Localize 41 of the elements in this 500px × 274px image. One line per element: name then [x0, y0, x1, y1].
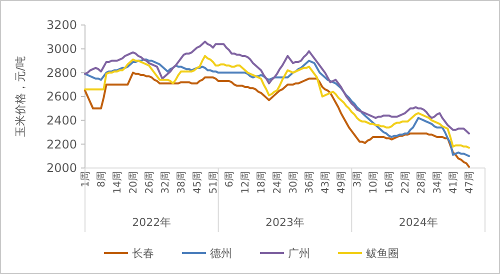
legend-label: 鲅鱼圈 — [366, 246, 399, 260]
legend-label: 德州 — [210, 246, 232, 260]
x-tick-label: 6周 — [224, 171, 236, 188]
line-series — [84, 72, 470, 168]
y-tick-label: 2800 — [46, 66, 77, 80]
x-tick-label: 8周 — [96, 171, 108, 188]
x-tick-label: 36周 — [304, 171, 316, 194]
x-tick-label: 47周 — [464, 171, 476, 194]
x-tick-label: 18周 — [256, 171, 268, 194]
x-tick-label: 14周 — [112, 171, 124, 194]
y-tick-label: 2600 — [46, 90, 77, 104]
x-tick-label: 12周 — [240, 171, 252, 194]
x-tick-label: 45周 — [192, 171, 204, 194]
x-tick-label: 43周 — [320, 171, 332, 194]
x-tick-label: 51周 — [208, 171, 220, 194]
x-tick-label: 16周 — [384, 171, 396, 194]
y-tick-label: 2200 — [46, 137, 77, 152]
text: 2023年 — [266, 216, 304, 229]
y-axis-title: 玉米价格，元/吨 — [14, 56, 27, 137]
x-tick-label: 49周 — [336, 171, 348, 194]
text: 2022年 — [132, 216, 172, 229]
y-tick-label: 3000 — [46, 42, 77, 56]
y-tick-label: 2400 — [46, 114, 77, 128]
legend-label: 广州 — [288, 246, 310, 260]
x-tick-label: 3周 — [352, 171, 364, 188]
x-tick-label: 41周 — [448, 171, 460, 194]
x-tick-label: 20周 — [128, 171, 140, 194]
legend-label: 长春 — [132, 246, 154, 260]
x-tick-label: 32周 — [160, 171, 172, 194]
y-tick-label: 2000 — [46, 161, 77, 176]
x-tick-label: 24周 — [272, 171, 284, 194]
x-tick-label: 28周 — [416, 171, 428, 194]
x-tick-label: 26周 — [144, 171, 156, 194]
x-tick-label: 10周 — [368, 171, 380, 194]
line-series — [84, 40, 470, 134]
x-tick-label: 38周 — [176, 171, 188, 194]
y-tick-label: 3200 — [46, 18, 77, 32]
x-tick-label: 34周 — [432, 171, 444, 194]
x-tick-label: 30周 — [288, 171, 300, 194]
text: 2024年 — [398, 216, 438, 229]
x-tick-label: 22周 — [400, 171, 412, 194]
